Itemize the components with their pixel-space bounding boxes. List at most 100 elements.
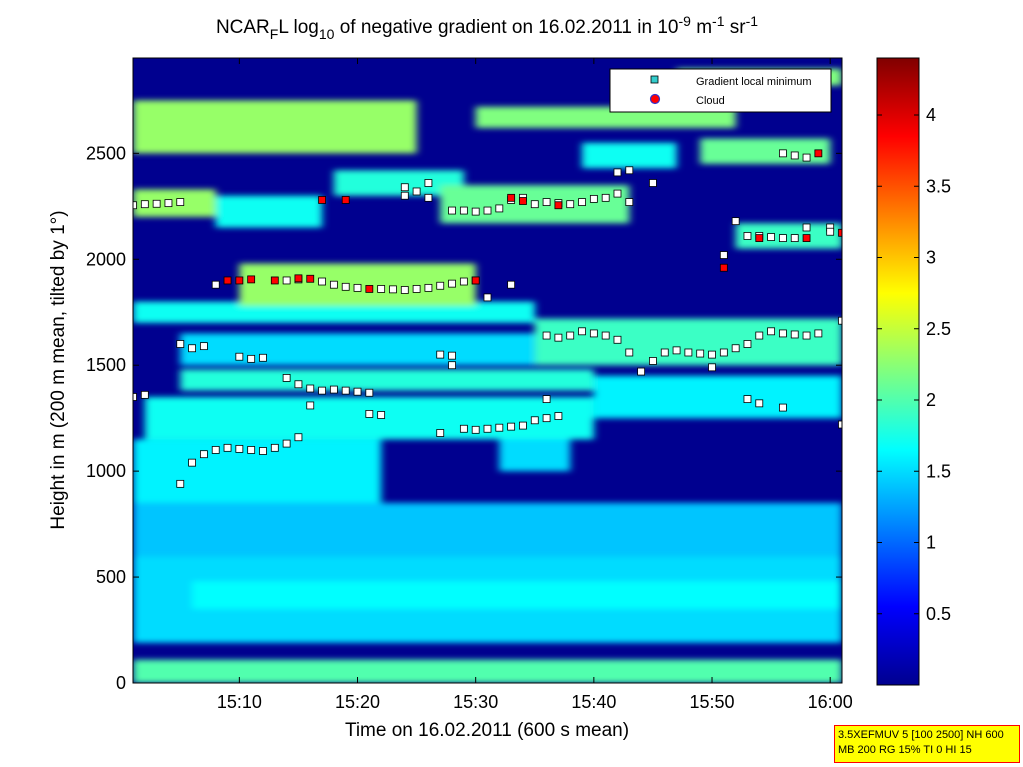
heatmap-band [133, 502, 842, 556]
gradient-minimum-point [542, 331, 551, 340]
heatmap-band [700, 138, 831, 164]
heatmap-band [534, 318, 842, 366]
gradient-minimum-point [133, 201, 137, 210]
legend-gradient-marker [650, 75, 659, 84]
gradient-minimum-point [353, 283, 362, 292]
title-part: of negative gradient on 16.02.2011 in 10 [334, 17, 678, 38]
gradient-minimum-point [270, 443, 279, 452]
gradient-minimum-point [649, 179, 657, 187]
gradient-minimum-point [708, 350, 716, 359]
y-tick-label: 1000 [86, 461, 126, 481]
x-tick-label: 16:00 [808, 692, 853, 712]
cloud-point [223, 276, 232, 285]
gradient-minimum-point [566, 331, 575, 340]
gradient-minimum-point [589, 329, 598, 338]
gradient-minimum-point [767, 327, 775, 336]
gradient-minimum-point [259, 447, 267, 455]
gradient-minimum-point [306, 401, 315, 410]
heatmap-band [192, 581, 842, 609]
gradient-minimum-point [341, 386, 350, 395]
gradient-minimum-point [743, 395, 752, 404]
gradient-minimum-point [660, 348, 669, 357]
gradient-minimum-point [365, 410, 374, 418]
gradient-minimum-point [554, 412, 563, 420]
gradient-minimum-point [530, 200, 539, 209]
heatmap-band [180, 333, 535, 366]
gradient-minimum-point [247, 446, 256, 454]
gradient-minimum-point [294, 380, 303, 389]
gradient-minimum-point [140, 200, 149, 209]
gradient-minimum-point [779, 403, 787, 412]
y-axis-label: Height in m (200 m mean, tilted by 1°) [48, 210, 69, 529]
gradient-minimum-point [507, 280, 516, 289]
cloud-point [270, 276, 279, 285]
gradient-minimum-point [400, 183, 409, 192]
gradient-minimum-point [507, 422, 516, 431]
gradient-minimum-point [282, 276, 291, 285]
gradient-minimum-point [719, 348, 728, 357]
plot-area: 15:10 15:20 15:30 15:40 15:50 16:00 0 500 1000 1… [86, 57, 853, 712]
info-line-1: 3.5XEFMUV 5 [100 2500] NH 600 [838, 729, 1004, 741]
gradient-minimum-point [223, 443, 232, 452]
gradient-minimum-point [719, 251, 728, 259]
cloud-point [365, 285, 374, 293]
gradient-minimum-point [211, 446, 220, 454]
gradient-minimum-point [424, 193, 433, 202]
gradient-minimum-point [282, 439, 291, 448]
info-line-2: MB 200 RG 15% TI 0 HI 15 [838, 744, 972, 756]
gradient-minimum-point [377, 285, 386, 293]
gradient-minimum-point [365, 388, 374, 397]
gradient-minimum-point [140, 390, 149, 399]
gradient-minimum-point [306, 384, 315, 393]
y-tick-label: 1500 [86, 355, 126, 375]
cloud-point [507, 193, 516, 202]
gradient-minimum-point [436, 350, 445, 359]
legend-gradient-label: Gradient local minimum [696, 76, 812, 88]
gradient-minimum-point [743, 340, 752, 348]
gradient-minimum-point [483, 424, 492, 433]
title-subscript: F [270, 26, 279, 42]
settings-info-box: 3.5XEFMUV 5 [100 2500] NH 600 MB 200 RG … [834, 725, 1020, 763]
gradient-minimum-point [779, 329, 787, 338]
heatmap-band [593, 375, 842, 419]
colorbar-gradient [876, 57, 920, 686]
gradient-minimum-point [625, 198, 634, 206]
gradient-minimum-point [471, 425, 480, 434]
gradient-minimum-point [578, 198, 586, 206]
cloud-point [719, 263, 728, 272]
cloud-point [519, 197, 527, 205]
gradient-minimum-point [188, 344, 196, 353]
gradient-minimum-point [731, 344, 740, 353]
gradient-minimum-point [459, 277, 468, 286]
gradient-minimum-point [259, 353, 267, 362]
gradient-minimum-point [530, 416, 539, 425]
title-superscript: -1 [712, 13, 725, 29]
cloud-point [318, 196, 326, 204]
title-part: NCAR [216, 17, 270, 38]
cloud-point [838, 228, 842, 237]
title-subscript: 10 [319, 26, 335, 42]
colorbar-tick-label: 1.5 [926, 461, 951, 481]
gradient-minimum-point [790, 151, 799, 160]
gradient-minimum-point [448, 206, 456, 215]
gradient-minimum-point [649, 357, 657, 365]
colorbar-ticks: 0.5 1 1.5 2 2.5 3 3.5 4 [877, 105, 951, 624]
gradient-minimum-point [613, 335, 622, 344]
colorbar: 0.5 1 1.5 2 2.5 3 3.5 4 [876, 57, 951, 686]
heatmap-band [133, 100, 417, 154]
heatmap-band [133, 659, 842, 683]
gradient-minimum-point [542, 414, 551, 423]
gradient-minimum-point [684, 348, 693, 357]
gradient-minimum-point [448, 361, 456, 370]
gradient-minimum-point [625, 166, 634, 175]
gradient-minimum-point [199, 450, 208, 459]
y-tick-label: 500 [96, 567, 126, 587]
gradient-minimum-point [199, 342, 208, 351]
gradient-minimum-point [188, 458, 196, 467]
heatmap-band [215, 195, 323, 228]
marker-layer [133, 149, 842, 488]
gradient-minimum-point [448, 351, 456, 360]
gradient-minimum-point [436, 281, 445, 290]
chart-title: NCARFL log10 of negative gradient on 16.… [216, 13, 758, 42]
